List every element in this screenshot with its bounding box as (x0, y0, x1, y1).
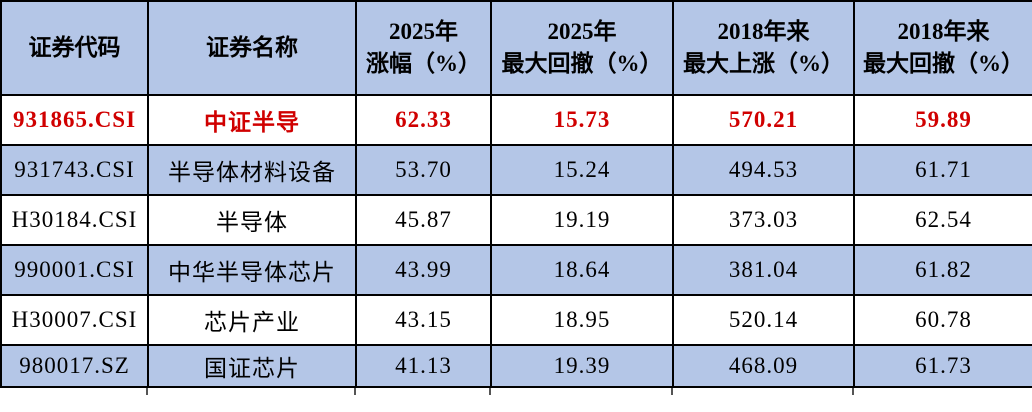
cell-code: H30184.CSI (0, 194, 149, 246)
cell-max_rise_since_2018: 381.04 (672, 244, 855, 296)
table-row: 990001.CSI 中华半导体芯片 43.99 18.64 381.04 61.82 (0, 244, 1032, 296)
table-row: 931865.CSI 中证半导 62.33 15.73 570.21 59.89 (0, 94, 1032, 146)
cell-max_rise_since_2018: 520.14 (672, 294, 855, 346)
column-header-label: 最大回撤（%） (863, 51, 1024, 76)
table-row: 931743.CSI 半导体材料设备 53.70 15.24 494.53 61.71 (0, 144, 1032, 196)
cell-code: H30007.CSI (0, 294, 149, 346)
column-header-label: 涨幅（%） (366, 51, 481, 76)
cell-name: 半导体材料设备 (147, 144, 357, 196)
cell-name: 中华半导体芯片 (147, 244, 357, 296)
cell-max_drawdown_since_2018: 61.73 (853, 344, 1032, 388)
column-header-label: 证券名称 (206, 35, 298, 60)
column-header-label: 2025年 (547, 19, 617, 44)
table-row: 980017.SZ 国证芯片 41.13 19.39 468.09 61.73 (0, 344, 1032, 388)
cell-gain_2025: 43.15 (355, 294, 492, 346)
cell-max_drawdown_2025: 15.24 (490, 144, 674, 196)
cell-name: 中证半导 (147, 94, 357, 146)
cell-gain_2025: 43.99 (355, 244, 492, 296)
cell-max_drawdown_2025: 18.95 (490, 294, 674, 346)
cutoff-next-row (0, 388, 1032, 397)
column-header-label: 最大回撤（%） (501, 51, 663, 76)
cutoff-row-border-stub (489, 388, 491, 395)
index-performance-table: 证券代码 证券名称 2025年 涨幅（%） 2025年 最大回撤（%） 2018年来 最大上涨… (0, 0, 1032, 388)
cutoff-row-border-stub (146, 388, 148, 395)
table-header: 证券代码 证券名称 2025年 涨幅（%） 2025年 最大回撤（%） 2018年来 最大上涨… (0, 0, 1032, 96)
cell-max_drawdown_since_2018: 61.71 (853, 144, 1032, 196)
cell-max_drawdown_since_2018: 60.78 (853, 294, 1032, 346)
column-header-label: 证券代码 (28, 35, 121, 60)
cell-name: 国证芯片 (147, 344, 357, 388)
column-header-max_rise_since_2018: 2018年来最大上涨（%） (672, 0, 855, 96)
cell-max_drawdown_since_2018: 59.89 (853, 94, 1032, 146)
cutoff-row-border-stub (671, 388, 673, 395)
cell-max_drawdown_2025: 15.73 (490, 94, 674, 146)
cell-name: 半导体 (147, 194, 357, 246)
cell-max_drawdown_since_2018: 61.82 (853, 244, 1032, 296)
cell-gain_2025: 62.33 (355, 94, 492, 146)
table-row: H30184.CSI 半导体 45.87 19.19 373.03 62.54 (0, 194, 1032, 246)
column-header-name: 证券名称 (147, 0, 357, 96)
header-row: 证券代码 证券名称 2025年 涨幅（%） 2025年 最大回撤（%） 2018年来 最大上涨… (0, 0, 1032, 96)
cell-name: 芯片产业 (147, 294, 357, 346)
cell-code: 980017.SZ (0, 344, 149, 388)
cell-gain_2025: 45.87 (355, 194, 492, 246)
cell-max_drawdown_2025: 19.39 (490, 344, 674, 388)
table-body: 931865.CSI 中证半导 62.33 15.73 570.21 59.89 93174… (0, 94, 1032, 388)
cell-code: 931743.CSI (0, 144, 149, 196)
cell-max_rise_since_2018: 468.09 (672, 344, 855, 388)
column-header-max_drawdown_since_2018: 2018年来最大回撤（%） (853, 0, 1032, 96)
column-header-gain_2025: 2025年涨幅（%） (355, 0, 492, 96)
cell-max_drawdown_2025: 19.19 (490, 194, 674, 246)
cutoff-row-border-stub (852, 388, 854, 395)
cell-max_rise_since_2018: 373.03 (672, 194, 855, 246)
cell-max_rise_since_2018: 570.21 (672, 94, 855, 146)
cell-max_rise_since_2018: 494.53 (672, 144, 855, 196)
table-row: H30007.CSI 芯片产业 43.15 18.95 520.14 60.78 (0, 294, 1032, 346)
cell-max_drawdown_since_2018: 62.54 (853, 194, 1032, 246)
cell-max_drawdown_2025: 18.64 (490, 244, 674, 296)
cutoff-row-border-stub (354, 388, 356, 395)
column-header-label: 最大上涨（%） (683, 51, 844, 76)
cell-code: 931865.CSI (0, 94, 149, 146)
cell-code: 990001.CSI (0, 244, 149, 296)
cell-gain_2025: 41.13 (355, 344, 492, 388)
cell-gain_2025: 53.70 (355, 144, 492, 196)
column-header-label: 2018年来 (897, 19, 990, 44)
column-header-label: 2025年 (389, 19, 458, 44)
column-header-code: 证券代码 (0, 0, 149, 96)
column-header-label: 2018年来 (717, 19, 810, 44)
column-header-max_drawdown_2025: 2025年最大回撤（%） (490, 0, 674, 96)
